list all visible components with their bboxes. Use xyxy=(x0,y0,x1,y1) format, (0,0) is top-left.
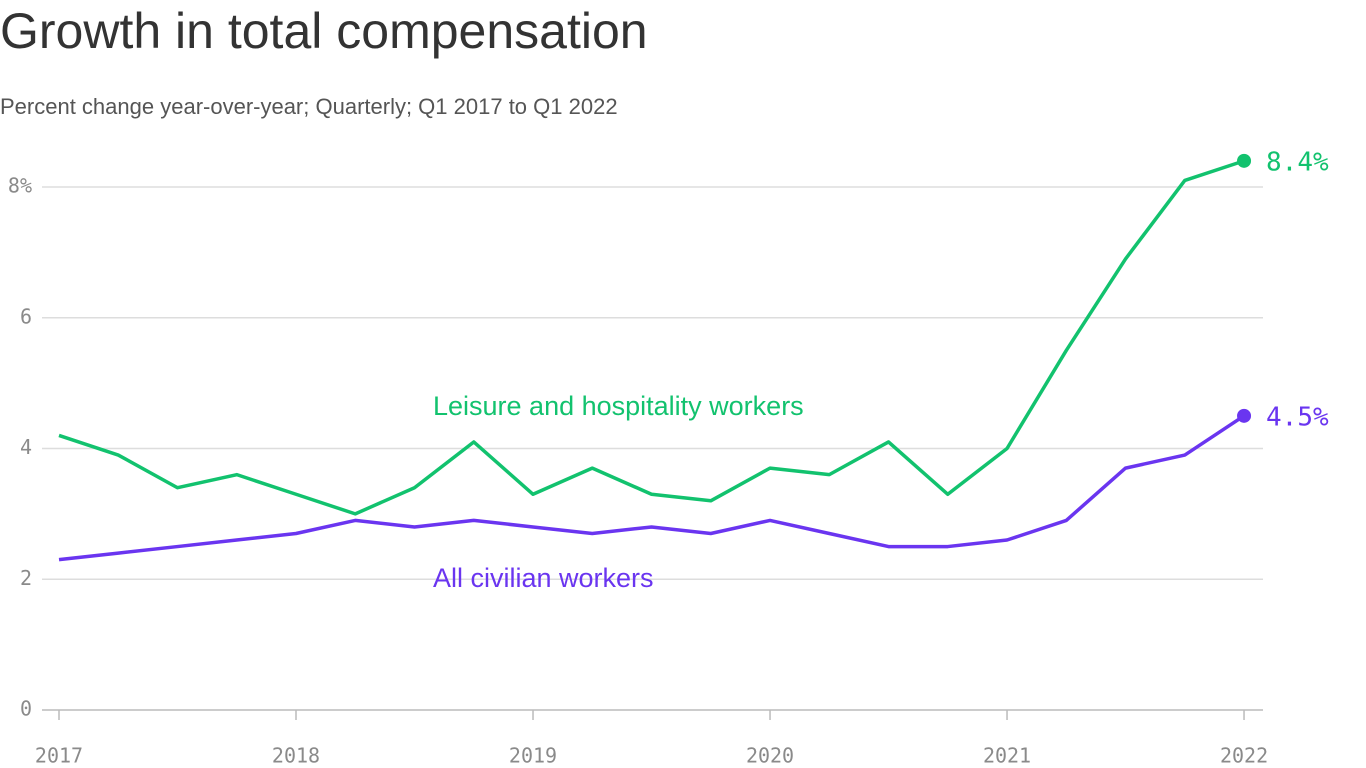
x-tick-label: 2019 xyxy=(509,744,557,768)
x-tick-label: 2020 xyxy=(746,744,794,768)
chart-subtitle: Percent change year-over-year; Quarterly… xyxy=(0,94,618,119)
y-tick-label: 8% xyxy=(8,174,32,198)
y-tick-label: 6 xyxy=(20,304,32,328)
x-tick-label: 2021 xyxy=(983,744,1031,768)
end-point xyxy=(1237,153,1252,168)
value-label: 4.5% xyxy=(1266,402,1329,432)
x-tick-label: 2022 xyxy=(1220,744,1268,768)
value-label: 8.4% xyxy=(1266,147,1329,177)
chart-title: Growth in total compensation xyxy=(0,3,648,59)
y-tick-label: 4 xyxy=(20,435,32,459)
end-point xyxy=(1237,408,1252,423)
y-tick-label: 0 xyxy=(20,697,32,721)
series-label: All civilian workers xyxy=(433,563,654,593)
series-line xyxy=(58,414,1246,562)
y-tick-label: 2 xyxy=(20,566,32,590)
x-tick-label: 2017 xyxy=(35,744,83,768)
series-line xyxy=(58,159,1245,516)
x-tick-label: 2018 xyxy=(272,744,320,768)
series-label: Leisure and hospitality workers xyxy=(433,391,804,421)
